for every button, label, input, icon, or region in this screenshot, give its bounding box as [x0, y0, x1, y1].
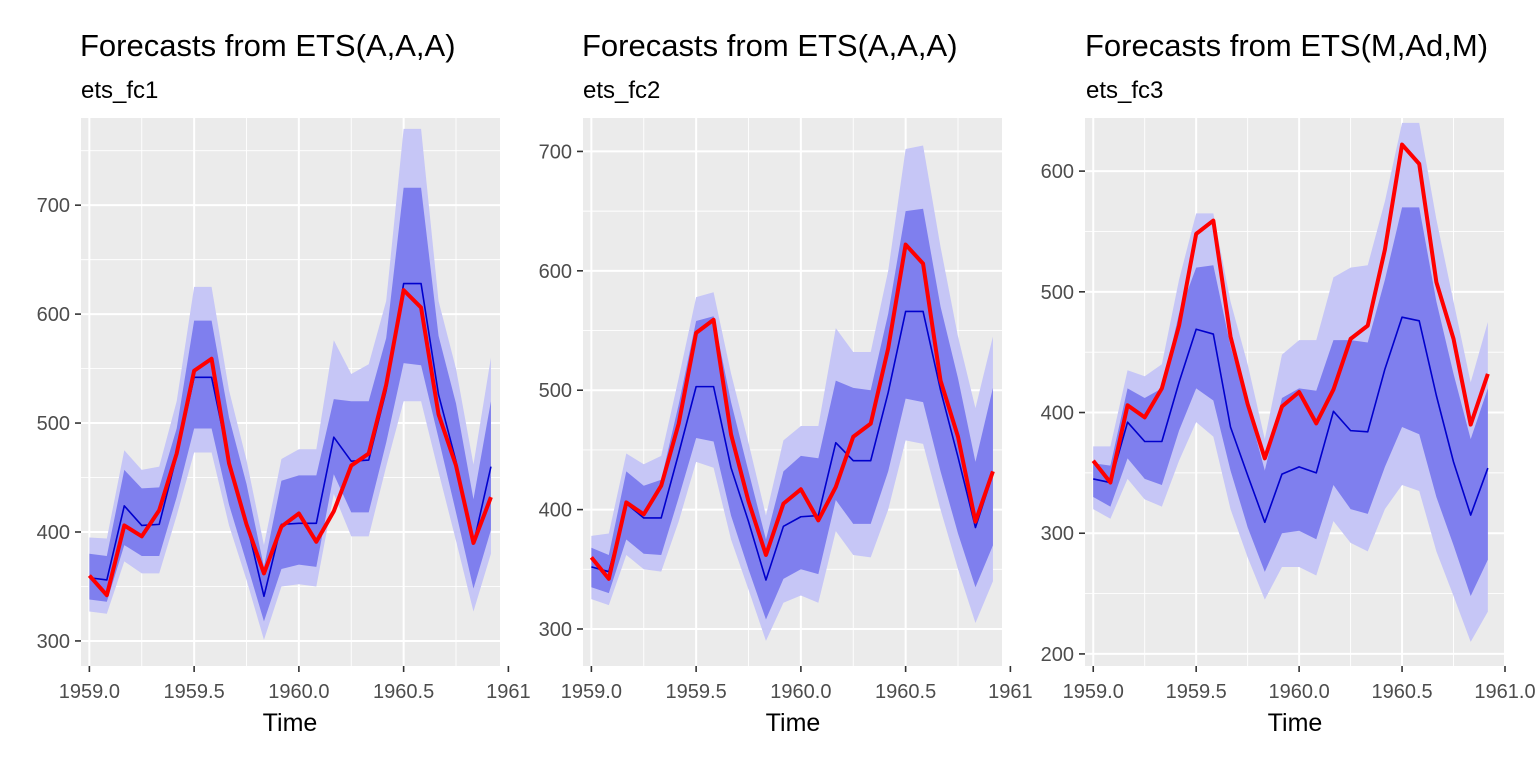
y-tick-label: 300: [1041, 523, 1074, 545]
data-marks: [1091, 122, 1490, 642]
x-axis-label: Time: [263, 709, 318, 737]
chart-title: Forecasts from ETS(M,Ad,M): [1085, 28, 1488, 63]
point-forecast-line: [1093, 316, 1489, 524]
y-tick-label: 600: [37, 304, 70, 326]
y-tick-label: 600: [1041, 161, 1074, 183]
x-tick-label: 1960.0: [1269, 681, 1330, 703]
x-tick-label: 1960.0: [268, 681, 329, 703]
x-tick-label: 1959.0: [561, 681, 622, 703]
x-tick-label: 1959.0: [1063, 681, 1124, 703]
x-tick-label: 1961: [988, 681, 1033, 703]
panel-ets-fc3: Forecasts from ETS(M,Ad,M) ets_fc3 Time …: [1041, 28, 1536, 737]
y-tick-label: 300: [539, 619, 572, 641]
y-tick-label: 600: [539, 261, 572, 283]
prediction-band-95: [591, 145, 993, 641]
chart-subtitle: ets_fc2: [583, 77, 660, 104]
x-tick-label: 1959.5: [164, 681, 225, 703]
panel-ets-fc2: Forecasts from ETS(A,A,A) ets_fc2 Time 3…: [539, 28, 1033, 737]
y-tick-label: 300: [37, 631, 70, 653]
x-tick-label: 1959.5: [1166, 681, 1227, 703]
chart-subtitle: ets_fc3: [1086, 77, 1163, 104]
chart-title: Forecasts from ETS(A,A,A): [582, 28, 958, 63]
actual-series-line: [1091, 142, 1490, 485]
x-axis-label: Time: [766, 709, 821, 737]
y-tick-label: 400: [539, 500, 572, 522]
y-tick-label: 700: [539, 141, 572, 163]
data-marks: [589, 145, 995, 641]
chart-subtitle: ets_fc1: [81, 77, 158, 104]
prediction-band-80: [89, 187, 491, 622]
actual-series-line: [87, 288, 493, 598]
data-marks: [87, 128, 493, 640]
y-tick-label: 500: [1041, 282, 1074, 304]
y-tick-label: 400: [1041, 403, 1074, 425]
x-tick-label: 1960.5: [373, 681, 434, 703]
x-tick-label: 1960.5: [1371, 681, 1432, 703]
chart-title: Forecasts from ETS(A,A,A): [80, 28, 456, 63]
y-tick-label: 400: [37, 522, 70, 544]
y-tick-label: 200: [1041, 644, 1074, 666]
panel-ets-fc1: Forecasts from ETS(A,A,A) ets_fc1 Time 3…: [37, 28, 531, 737]
x-tick-label: 1959.5: [666, 681, 727, 703]
point-forecast-line: [591, 310, 994, 581]
x-tick-label: 1960.5: [875, 681, 936, 703]
y-tick-label: 700: [37, 195, 70, 217]
point-forecast-line: [89, 282, 492, 598]
actual-series-line: [589, 242, 995, 581]
x-tick-label: 1959.0: [59, 681, 120, 703]
y-tick-label: 500: [539, 380, 572, 402]
y-tick-label: 500: [37, 413, 70, 435]
x-tick-label: 1961: [486, 681, 531, 703]
x-tick-label: 1960.0: [770, 681, 831, 703]
x-axis-label: Time: [1268, 709, 1323, 737]
x-tick-label: 1961.0: [1474, 681, 1535, 703]
